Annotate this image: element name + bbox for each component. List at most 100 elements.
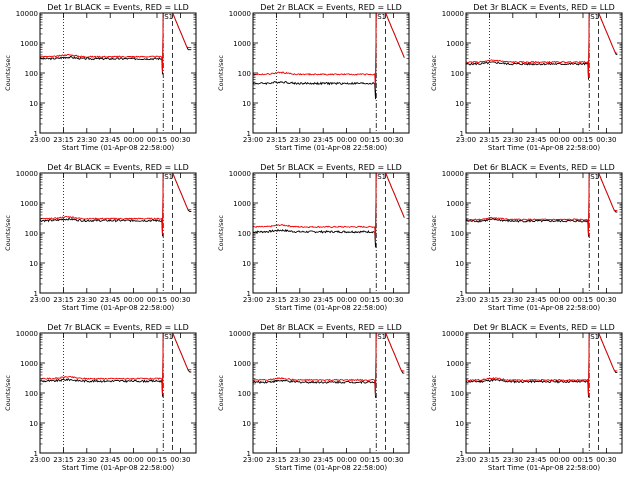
x-tick-label: 23:30 xyxy=(77,296,97,304)
x-tick-label: 00:30 xyxy=(383,456,403,464)
x-tick-label: 23:30 xyxy=(290,456,310,464)
x-tick-label: 23:00 xyxy=(30,296,50,304)
y-tick-label: 10000 xyxy=(442,330,464,338)
y-tick-label: 10000 xyxy=(442,10,464,18)
x-tick-label: 00:15 xyxy=(573,296,593,304)
x-tick-label: 23:00 xyxy=(456,136,476,144)
x-tick-label: 23:45 xyxy=(100,456,120,464)
y-axis-label: Counts/sec xyxy=(4,55,12,91)
lld-series-line xyxy=(40,332,192,395)
y-tick-label: 100 xyxy=(451,230,464,238)
y-tick-label: 100 xyxy=(238,230,251,238)
y-tick-label: 1000 xyxy=(446,200,464,208)
x-tick-label: 23:30 xyxy=(77,136,97,144)
x-tick-label: 23:15 xyxy=(266,456,286,464)
x-tick-label: 23:30 xyxy=(503,456,523,464)
y-tick-label: 10 xyxy=(29,100,38,108)
lld-series-line xyxy=(39,172,192,235)
x-tick-label: 23:15 xyxy=(53,296,73,304)
x-tick-label: 00:00 xyxy=(550,456,570,464)
events-series-line xyxy=(252,12,405,100)
events-series-line xyxy=(39,172,192,237)
lld-series-line xyxy=(465,172,618,236)
y-tick-label: 1000 xyxy=(20,360,38,368)
x-tick-label: 00:15 xyxy=(573,456,593,464)
events-series-line xyxy=(465,332,618,398)
x-tick-label: 23:15 xyxy=(266,296,286,304)
x-tick-label: 23:30 xyxy=(290,136,310,144)
x-tick-label: 23:00 xyxy=(456,296,476,304)
x-tick-label: 00:15 xyxy=(147,296,167,304)
lld-series-line xyxy=(252,12,405,91)
s1-annotation: S1 xyxy=(164,173,173,181)
x-tick-label: 00:15 xyxy=(360,296,380,304)
panel-title: Det 5r BLACK = Events, RED = LLD xyxy=(260,163,402,172)
x-tick-label: 23:00 xyxy=(243,136,263,144)
x-axis-label: Start Time (01-Apr-08 22:58:00) xyxy=(275,464,387,472)
panel-title: Det 2r BLACK = Events, RED = LLD xyxy=(260,3,402,12)
y-tick-label: 1 xyxy=(247,130,251,138)
y-tick-label: 10000 xyxy=(229,170,251,178)
y-tick-label: 100 xyxy=(25,390,38,398)
x-tick-label: 23:00 xyxy=(30,456,50,464)
y-tick-label: 1 xyxy=(34,130,38,138)
panel-title: Det 6r BLACK = Events, RED = LLD xyxy=(473,163,615,172)
panel-title: Det 9r BLACK = Events, RED = LLD xyxy=(473,323,615,332)
lld-series-line xyxy=(465,12,618,78)
x-tick-label: 00:30 xyxy=(170,136,190,144)
x-axis-label: Start Time (01-Apr-08 22:58:00) xyxy=(488,304,600,312)
events-series-line xyxy=(252,172,405,248)
y-tick-label: 1000 xyxy=(233,200,251,208)
events-series-line xyxy=(39,332,192,397)
x-tick-label: 23:15 xyxy=(479,296,499,304)
y-tick-label: 10 xyxy=(242,100,251,108)
y-tick-label: 10 xyxy=(29,260,38,268)
y-axis-label: Counts/sec xyxy=(430,55,438,91)
x-tick-label: 00:30 xyxy=(170,296,190,304)
y-tick-label: 1 xyxy=(460,290,464,298)
x-tick-label: 00:00 xyxy=(124,136,144,144)
panel-title: Det 3r BLACK = Events, RED = LLD xyxy=(473,3,615,12)
lld-series-line xyxy=(465,332,618,396)
x-tick-label: 23:45 xyxy=(313,136,333,144)
panel-title: Det 8r BLACK = Events, RED = LLD xyxy=(260,323,402,332)
y-tick-label: 100 xyxy=(25,70,38,78)
x-tick-label: 00:30 xyxy=(383,136,403,144)
panel-title: Det 4r BLACK = Events, RED = LLD xyxy=(47,163,189,172)
y-tick-label: 1000 xyxy=(20,200,38,208)
y-tick-label: 1 xyxy=(460,450,464,458)
s1-annotation: S1 xyxy=(590,333,599,341)
y-tick-label: 10 xyxy=(455,260,464,268)
y-tick-label: 10 xyxy=(242,260,251,268)
x-axis-label: Start Time (01-Apr-08 22:58:00) xyxy=(62,304,174,312)
x-tick-label: 23:15 xyxy=(479,456,499,464)
x-tick-label: 00:00 xyxy=(124,296,144,304)
x-tick-label: 00:00 xyxy=(124,456,144,464)
y-tick-label: 1 xyxy=(460,130,464,138)
x-tick-label: 23:45 xyxy=(313,296,333,304)
events-series-line xyxy=(465,12,618,80)
y-tick-label: 1000 xyxy=(446,360,464,368)
x-tick-label: 00:00 xyxy=(550,296,570,304)
y-tick-label: 10000 xyxy=(442,170,464,178)
x-tick-label: 00:30 xyxy=(596,296,616,304)
y-axis-label: Counts/sec xyxy=(4,375,12,411)
x-axis-label: Start Time (01-Apr-08 22:58:00) xyxy=(62,144,174,152)
y-tick-label: 1 xyxy=(247,290,251,298)
x-tick-label: 23:45 xyxy=(526,136,546,144)
y-tick-label: 10 xyxy=(455,100,464,108)
y-tick-label: 100 xyxy=(238,390,251,398)
x-tick-label: 23:30 xyxy=(503,296,523,304)
s1-annotation: S1 xyxy=(377,13,386,21)
y-tick-label: 10000 xyxy=(16,10,38,18)
y-tick-label: 10000 xyxy=(16,330,38,338)
s1-annotation: S1 xyxy=(590,13,599,21)
x-axis-label: Start Time (01-Apr-08 22:58:00) xyxy=(488,464,600,472)
y-tick-label: 10000 xyxy=(16,170,38,178)
panel-title: Det 1r BLACK = Events, RED = LLD xyxy=(47,3,189,12)
y-tick-label: 10 xyxy=(29,420,38,428)
